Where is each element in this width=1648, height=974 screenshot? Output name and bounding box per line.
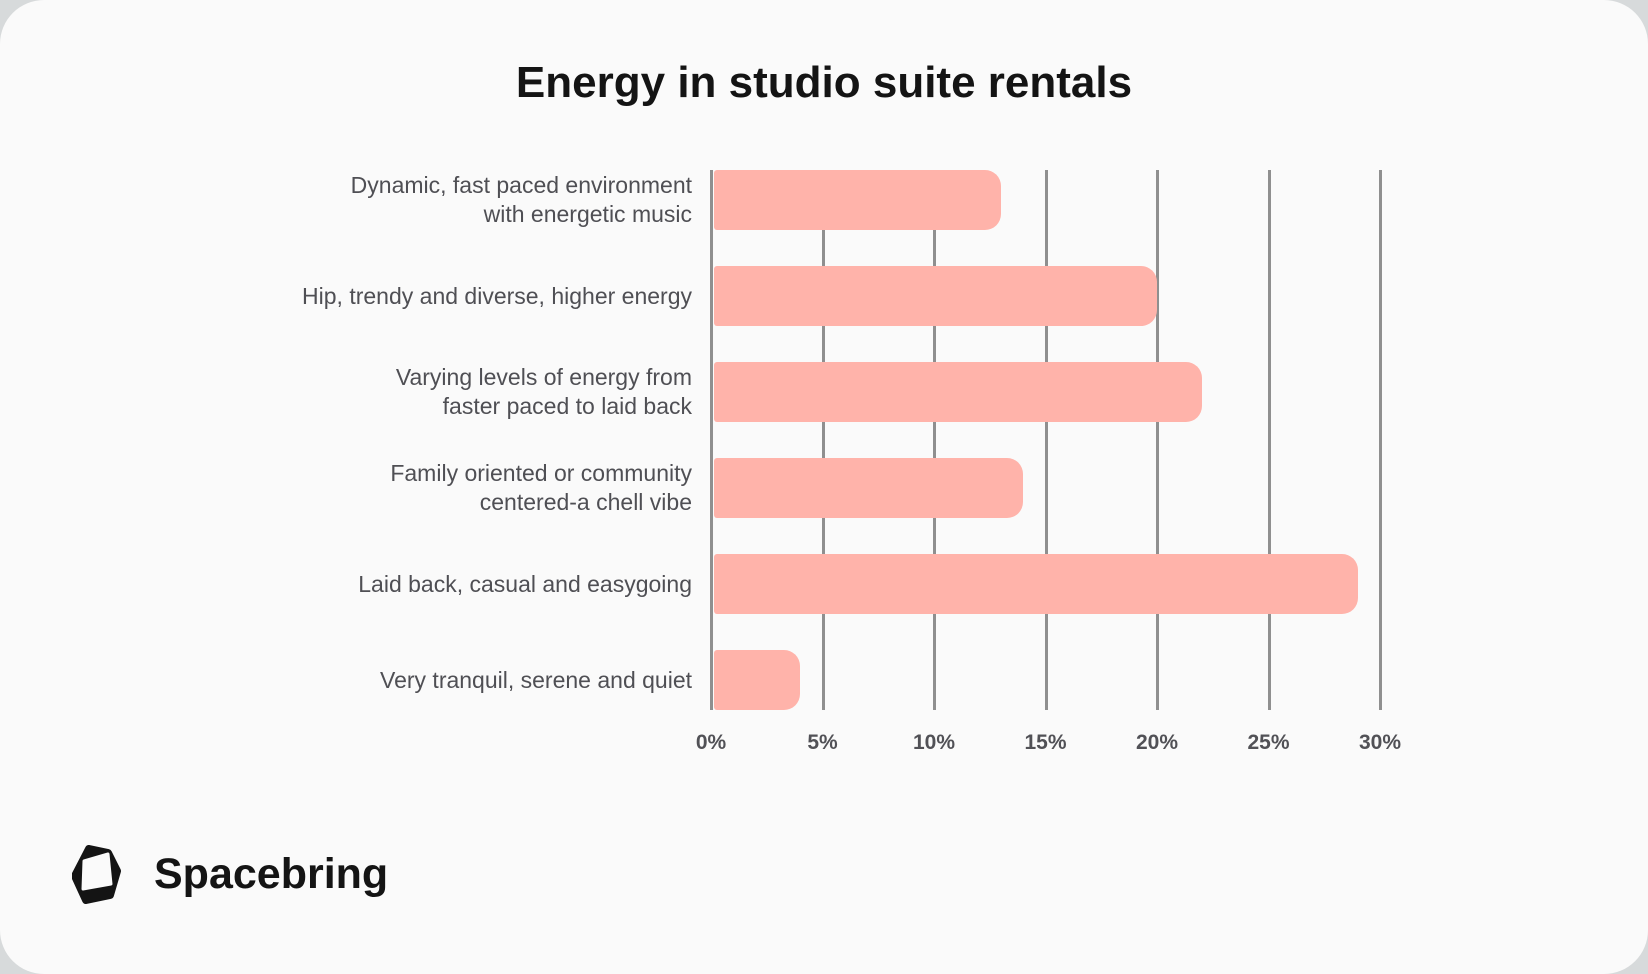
gridline: [1379, 170, 1382, 710]
category-label: Laid back, casual and easygoing: [358, 570, 692, 597]
chart-title: Energy in studio suite rentals: [515, 58, 1133, 107]
gridline: [933, 170, 936, 710]
bar: [714, 554, 1358, 614]
brand-footer: Spacebring: [72, 845, 388, 904]
gridline: [1156, 170, 1159, 710]
x-tick-label: 25%: [1247, 731, 1290, 754]
x-tick-label: 30%: [1358, 731, 1402, 754]
bar: [714, 458, 1024, 518]
bar: [714, 650, 801, 710]
brand-name: Spacebring: [154, 850, 389, 898]
category-label: Dynamic, fast paced environment with ene…: [350, 172, 692, 227]
bar: [714, 170, 1001, 230]
category-labels: Dynamic, fast paced environment with ene…: [0, 170, 692, 710]
x-tick-label: 20%: [1135, 731, 1179, 754]
gridline: [1044, 170, 1048, 710]
bar: [714, 266, 1157, 326]
gridline: [821, 170, 825, 710]
category-label: Hip, trendy and diverse, higher energy: [302, 282, 692, 309]
x-axis-ticks: 0% 5% 10% 15% 20% 25% 30%: [696, 731, 1401, 761]
x-tick-label: 10%: [912, 731, 956, 754]
x-tick-label: 0%: [695, 731, 727, 754]
bar: [714, 362, 1202, 422]
plot-bars: [711, 170, 1380, 710]
x-tick-label: 5%: [807, 731, 838, 754]
spacebring-logo-icon: [72, 845, 122, 904]
category-label: Very tranquil, serene and quiet: [380, 666, 692, 693]
x-tick-label: 15%: [1024, 731, 1067, 754]
category-label: Varying levels of energy from faster pac…: [395, 364, 692, 419]
gridline: [1267, 170, 1271, 710]
category-label: Family oriented or community centered-a …: [390, 460, 692, 515]
plot-gridlines: [710, 170, 1382, 710]
gridline: [710, 170, 713, 710]
